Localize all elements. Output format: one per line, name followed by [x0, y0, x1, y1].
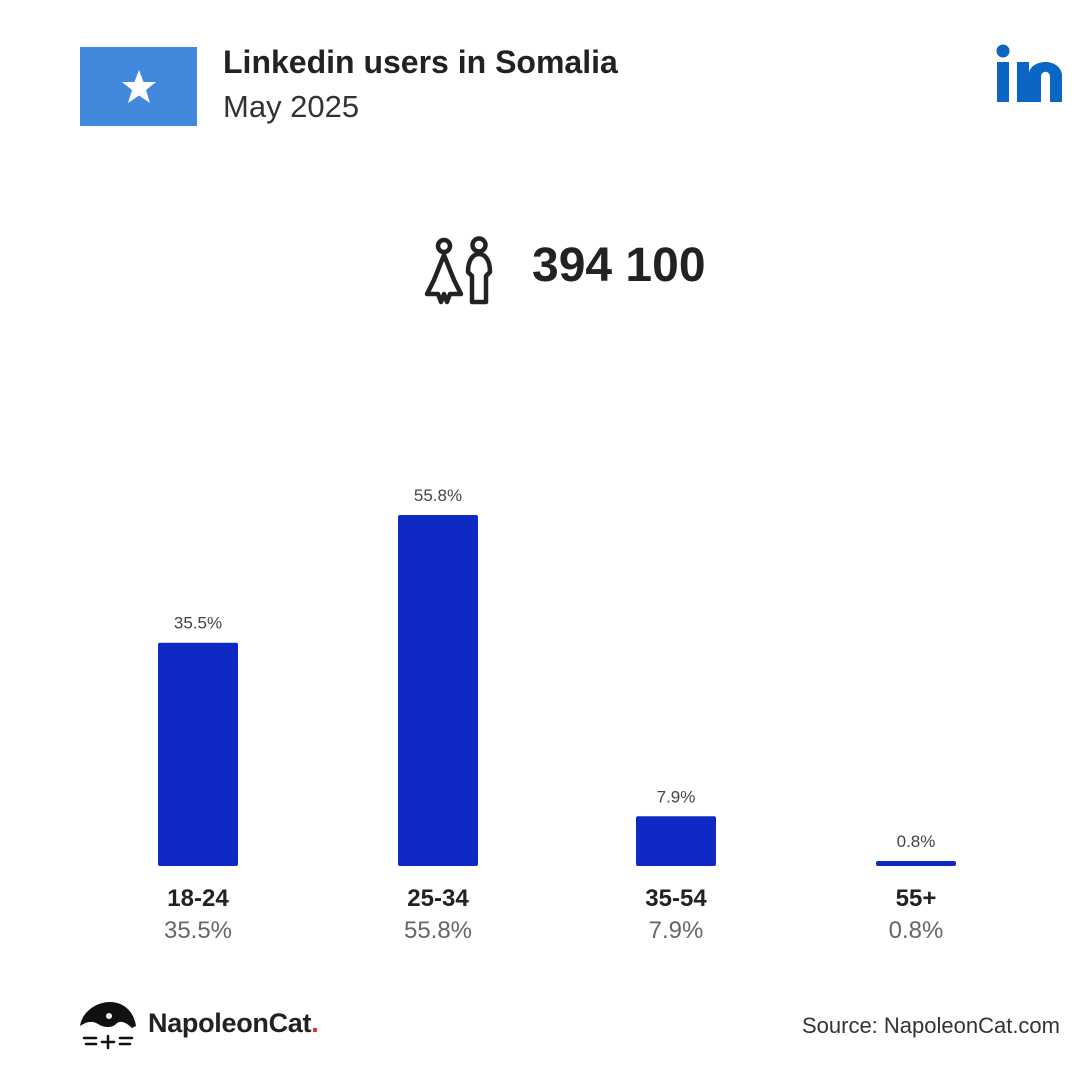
category-label: 18-24 — [167, 885, 229, 912]
category-label: 55+ — [896, 885, 937, 912]
bar-18-24 — [158, 642, 238, 866]
category-percent-label: 55.8% — [404, 917, 472, 944]
brand-label: NapoleonCat — [148, 1008, 312, 1038]
page-title: Linkedin users in Somalia — [223, 44, 618, 80]
bar-value-label: 0.8% — [897, 832, 936, 851]
category-percent-label: 35.5% — [164, 917, 232, 944]
bar-value-label: 55.8% — [414, 486, 462, 505]
linkedin-logo-icon — [996, 44, 1062, 102]
brand-name: NapoleonCat. — [148, 1008, 319, 1039]
napoleoncat-logo-icon — [80, 1002, 136, 1050]
category-label: 35-54 — [645, 885, 707, 912]
bar-value-label: 7.9% — [657, 787, 696, 806]
users-icon — [424, 236, 493, 305]
somalia-flag — [80, 47, 197, 126]
category-percent-label: 7.9% — [649, 917, 704, 944]
total-users-value: 394 100 — [532, 239, 706, 292]
page-subtitle: May 2025 — [223, 89, 360, 124]
star-icon — [121, 69, 156, 103]
brand-dot: . — [311, 1008, 319, 1038]
bar-value-label: 35.5% — [174, 614, 222, 633]
bar-25-34 — [398, 515, 478, 866]
category-percent-label: 0.8% — [889, 917, 944, 944]
category-label: 25-34 — [407, 885, 469, 912]
bar-55+ — [876, 860, 956, 866]
source-text: Source: NapoleonCat.com — [801, 1013, 1060, 1038]
bar-35-54 — [636, 816, 716, 866]
